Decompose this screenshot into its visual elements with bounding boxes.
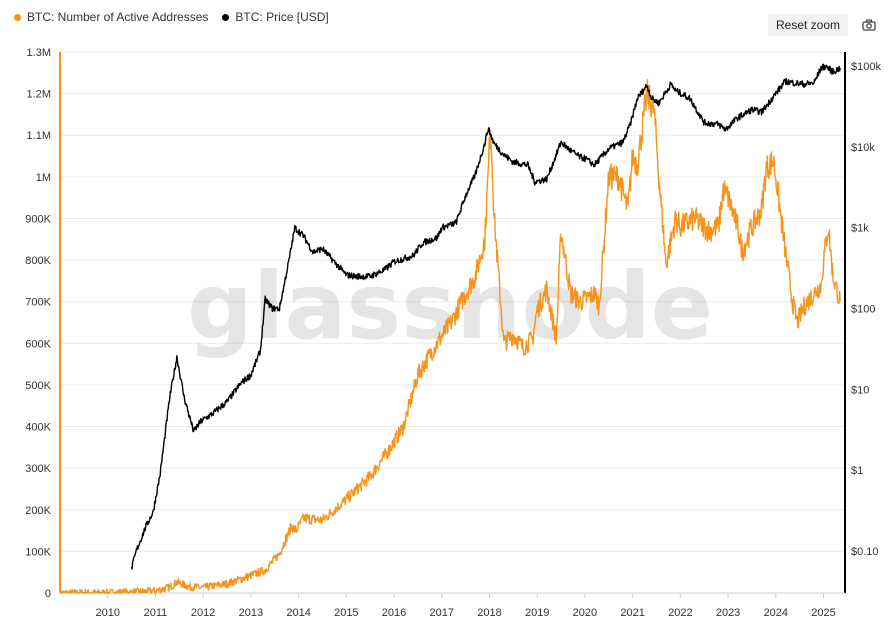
x-tick-label: 2018 [477, 607, 501, 619]
x-tick-label: 2025 [811, 607, 835, 619]
y-left-tick-label: 1.1M [27, 130, 51, 142]
y-right-tick-label: $10 [851, 384, 869, 396]
y-left-tick-label: 300K [25, 463, 51, 475]
y-left-tick-label: 900K [25, 213, 51, 225]
y-left-tick-label: 700K [25, 297, 51, 309]
x-tick-label: 2024 [764, 607, 788, 619]
x-tick-label: 2015 [334, 607, 358, 619]
y-left-tick-label: 400K [25, 422, 51, 434]
camera-icon[interactable] [857, 14, 881, 36]
legend-dot-black [222, 13, 230, 21]
y-right-tick-label: $100 [851, 303, 875, 315]
y-right-tick-label: $0.10 [851, 546, 879, 558]
x-tick-label: 2012 [191, 607, 215, 619]
y-left-tick-label: 200K [25, 505, 51, 517]
y-left-tick-label: 500K [25, 380, 51, 392]
x-tick-label: 2013 [239, 607, 263, 619]
legend-label-active-addresses: BTC: Number of Active Addresses [27, 10, 209, 24]
x-tick-label: 2019 [525, 607, 549, 619]
y-left-tick-label: 600K [25, 338, 51, 350]
x-tick-label: 2022 [668, 607, 692, 619]
y-right-tick-label: $1 [851, 465, 863, 477]
series-line-price [130, 63, 841, 570]
x-tick-label: 2021 [620, 607, 644, 619]
x-tick-label: 2020 [573, 607, 597, 619]
watermark: glassnode [187, 253, 713, 360]
y-right-tick-label: $1k [851, 223, 869, 235]
x-tick-label: 2011 [144, 607, 168, 619]
right-axis: $0.10 $1 $10 $100 $1k $10k $100k [844, 52, 881, 593]
legend: BTC: Number of Active Addresses BTC: Pri… [14, 10, 329, 24]
y-left-tick-label: 1.3M [27, 47, 51, 59]
y-right-tick-label: $10k [851, 142, 875, 154]
y-right-tick-label: $100k [851, 61, 881, 73]
y-left-tick-label: 100K [25, 546, 51, 558]
y-left-tick-label: 1.2M [27, 89, 51, 101]
x-tick-label: 2017 [430, 607, 454, 619]
x-tick-label: 2014 [286, 607, 310, 619]
y-left-tick-label: 0 [45, 588, 51, 600]
x-tick-label: 2010 [95, 607, 119, 619]
reset-zoom-button[interactable]: Reset zoom [768, 14, 849, 36]
x-tick-label: 2016 [382, 607, 406, 619]
series-layer [59, 63, 841, 594]
legend-label-price: BTC: Price [USD] [235, 10, 329, 24]
legend-dot-orange [14, 13, 21, 21]
x-axis: 2010 2011 2012 2013 2014 2015 2016 2017 2018 2019… [60, 592, 845, 619]
y-left-tick-label: 800K [25, 255, 51, 267]
x-tick-label: 2023 [716, 607, 740, 619]
legend-item-price[interactable]: BTC: Price [USD] [222, 10, 329, 24]
y-left-tick-label: 1M [36, 172, 51, 184]
left-axis: 0 100K 200K 300K 400K 500K 600K 700K 800K 900K 1M 1… [25, 47, 61, 600]
legend-item-active-addresses[interactable]: BTC: Number of Active Addresses [14, 10, 208, 24]
series-line-active-addresses [59, 79, 841, 594]
